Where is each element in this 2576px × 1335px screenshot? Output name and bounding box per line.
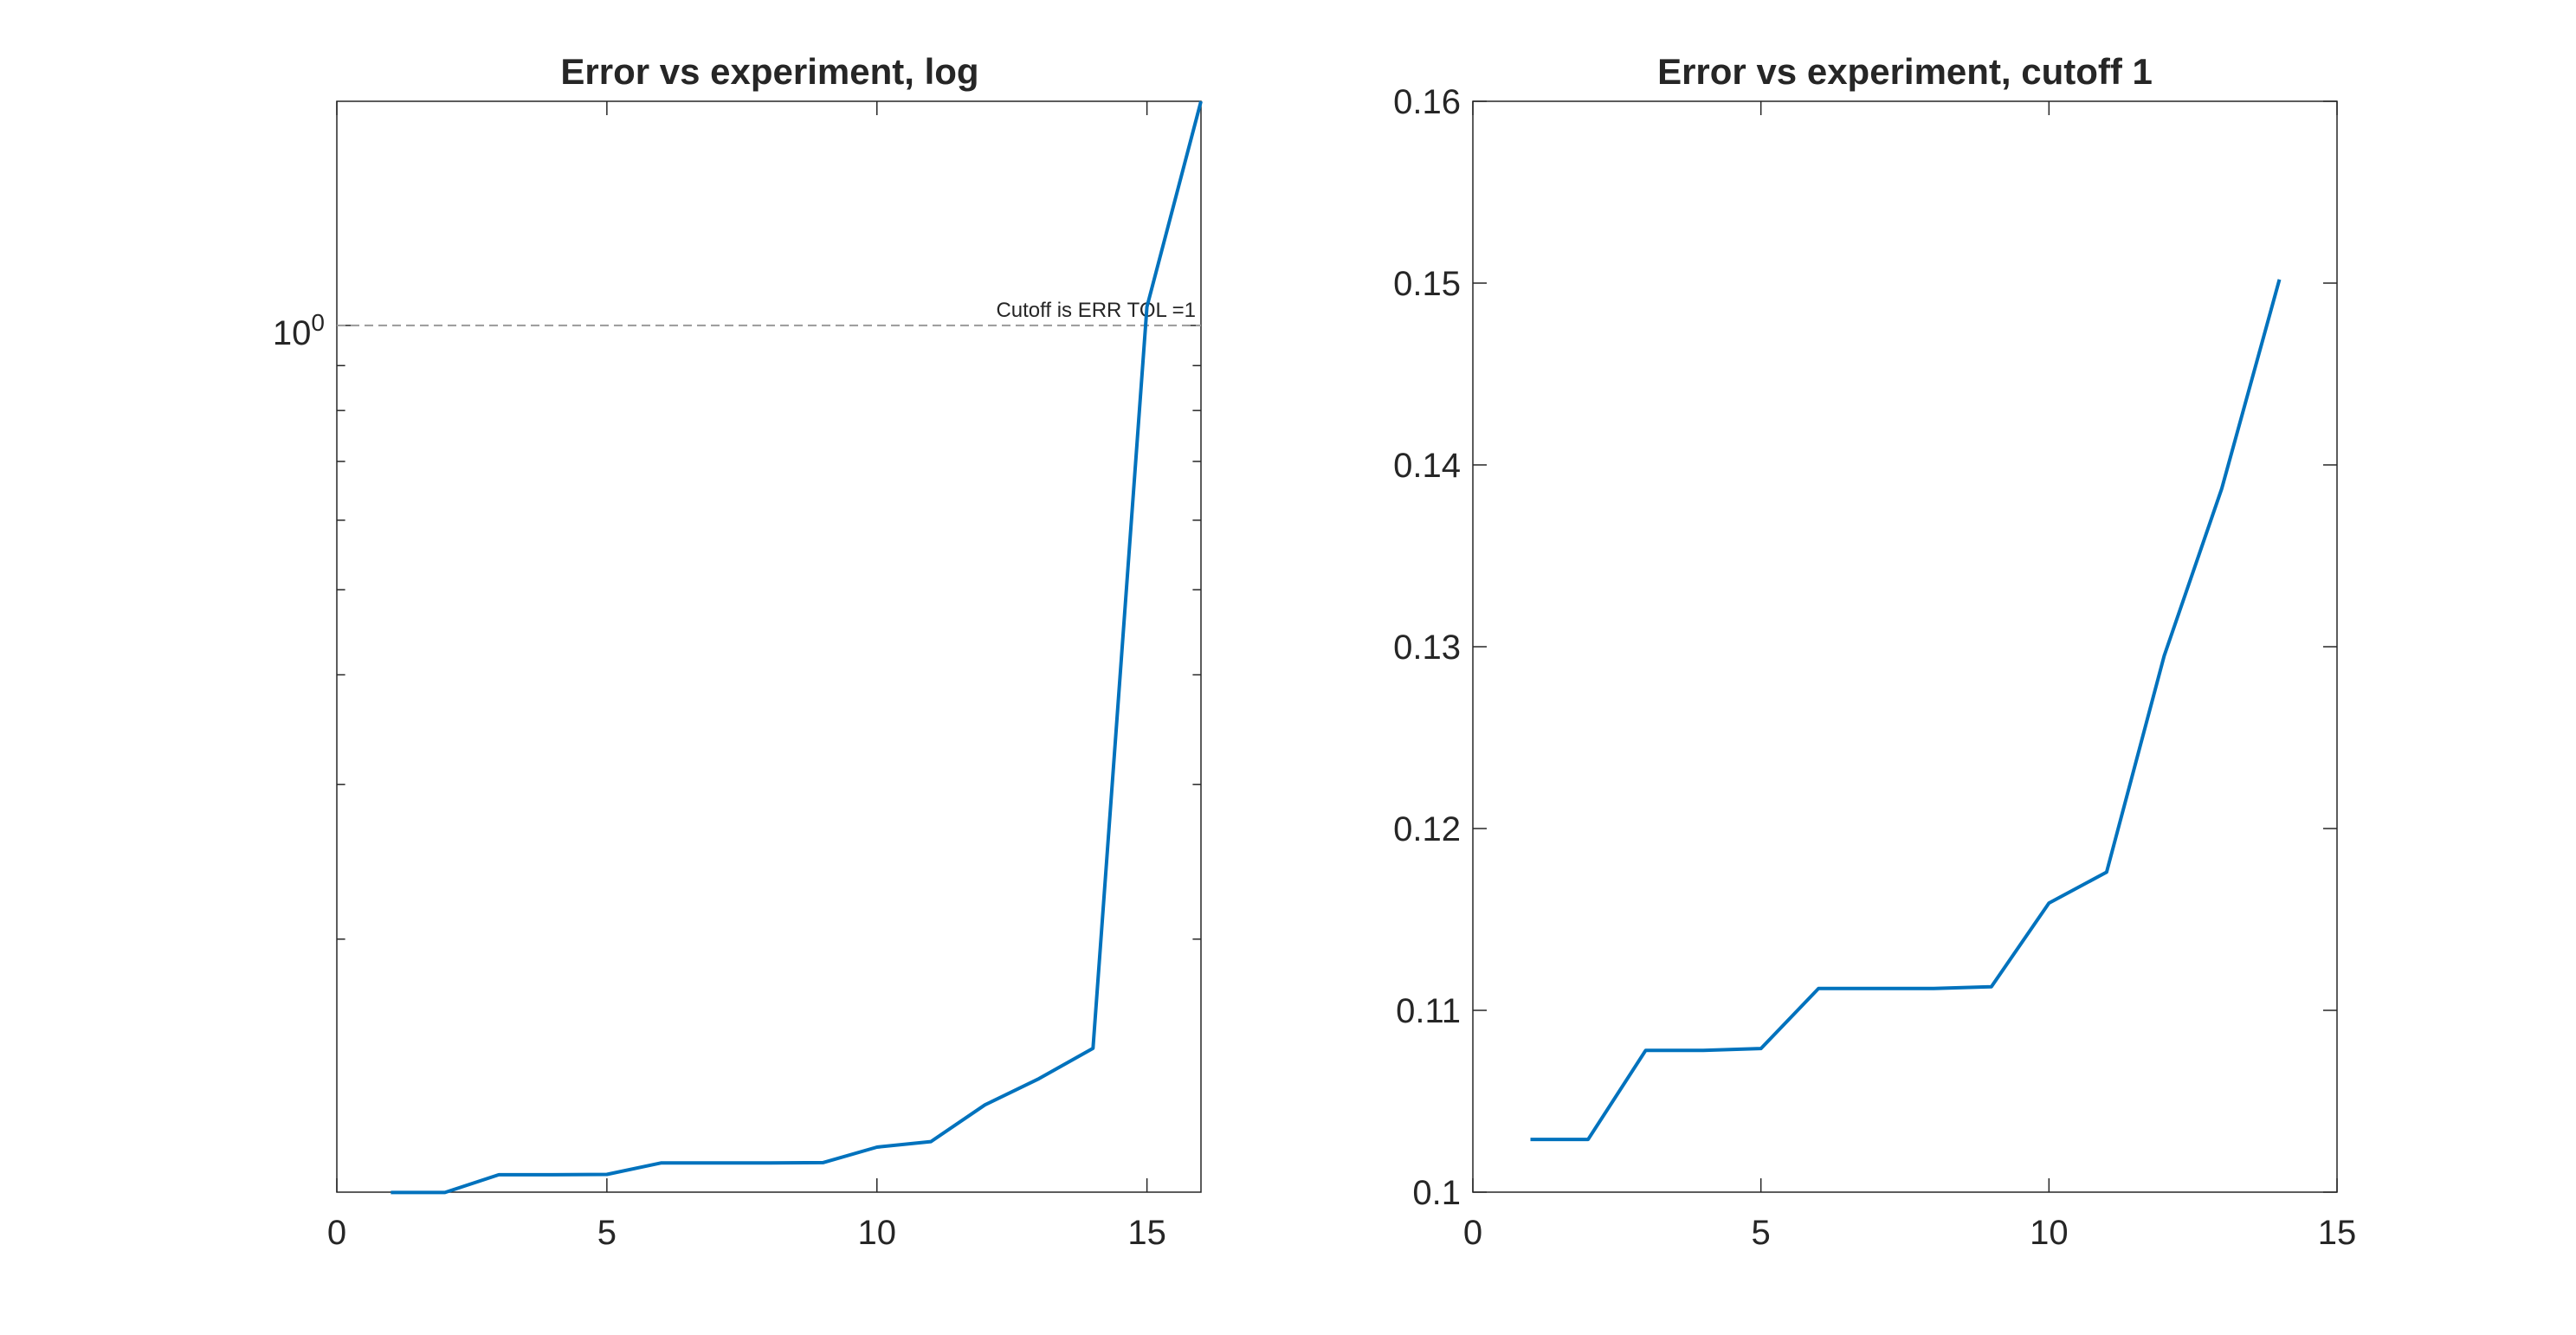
cutoff-chart-y-ticks xyxy=(1473,100,2337,1193)
log-x-tick-label-0: 0 xyxy=(327,1214,346,1252)
y-tick-base: 10 xyxy=(273,314,312,352)
cutoff-error-series-line xyxy=(1530,279,2282,1142)
cutoff-x-tick-label-15: 15 xyxy=(2318,1214,2357,1252)
cutoff-y-tick-label-0.13: 0.13 xyxy=(1393,629,1461,667)
cutoff-annotation: Cutoff is ERR TOL =1 xyxy=(996,299,1196,322)
log-chart-title: Error vs experiment, log xyxy=(560,51,978,92)
cutoff-y-tick-label-0.12: 0.12 xyxy=(1393,810,1461,848)
cutoff-x-tick-label-0: 0 xyxy=(1463,1214,1482,1252)
log-chart-plot-area xyxy=(336,100,1202,1193)
cutoff-y-tick-label-0.11: 0.11 xyxy=(1396,992,1461,1030)
cutoff-y-tick-label-0.15: 0.15 xyxy=(1393,265,1461,303)
log-x-tick-label-15: 15 xyxy=(1127,1214,1166,1252)
cutoff-chart-y-tick-labels: 0.1 0.11 0.12 0.13 0.14 0.15 0.16 xyxy=(1393,83,1461,1212)
log-chart-y-ticks xyxy=(337,325,1201,940)
cutoff-y-tick-label-0.1: 0.1 xyxy=(1412,1174,1461,1212)
cutoff-chart-title: Error vs experiment, cutoff 1 xyxy=(1657,51,2153,92)
log-chart-x-tick-labels: 0 5 10 15 xyxy=(327,1214,1166,1252)
cutoff-y-tick-label-0.14: 0.14 xyxy=(1393,447,1461,485)
log-x-tick-label-10: 10 xyxy=(858,1214,897,1252)
cutoff-error-chart: Error vs experiment, cutoff 1 0.1 0.11 0… xyxy=(1393,51,2356,1252)
cutoff-x-tick-label-10: 10 xyxy=(2030,1214,2069,1252)
log-chart-x-ticks xyxy=(336,101,1148,1192)
cutoff-chart-x-tick-labels: 0 5 10 15 xyxy=(1463,1214,2356,1252)
log-chart-y-tick-label: 100 xyxy=(273,309,325,352)
log-error-chart: Error vs experiment, log Cutoff is ERR T… xyxy=(273,51,1203,1252)
log-x-tick-label-5: 5 xyxy=(597,1214,617,1252)
log-error-series-line xyxy=(391,100,1203,1195)
cutoff-line-group: Cutoff is ERR TOL =1 xyxy=(337,299,1201,326)
y-tick-exponent: 0 xyxy=(311,309,325,336)
cutoff-y-tick-label-0.16: 0.16 xyxy=(1393,83,1461,121)
cutoff-x-tick-label-5: 5 xyxy=(1752,1214,1771,1252)
cutoff-chart-x-ticks xyxy=(1472,101,2338,1192)
